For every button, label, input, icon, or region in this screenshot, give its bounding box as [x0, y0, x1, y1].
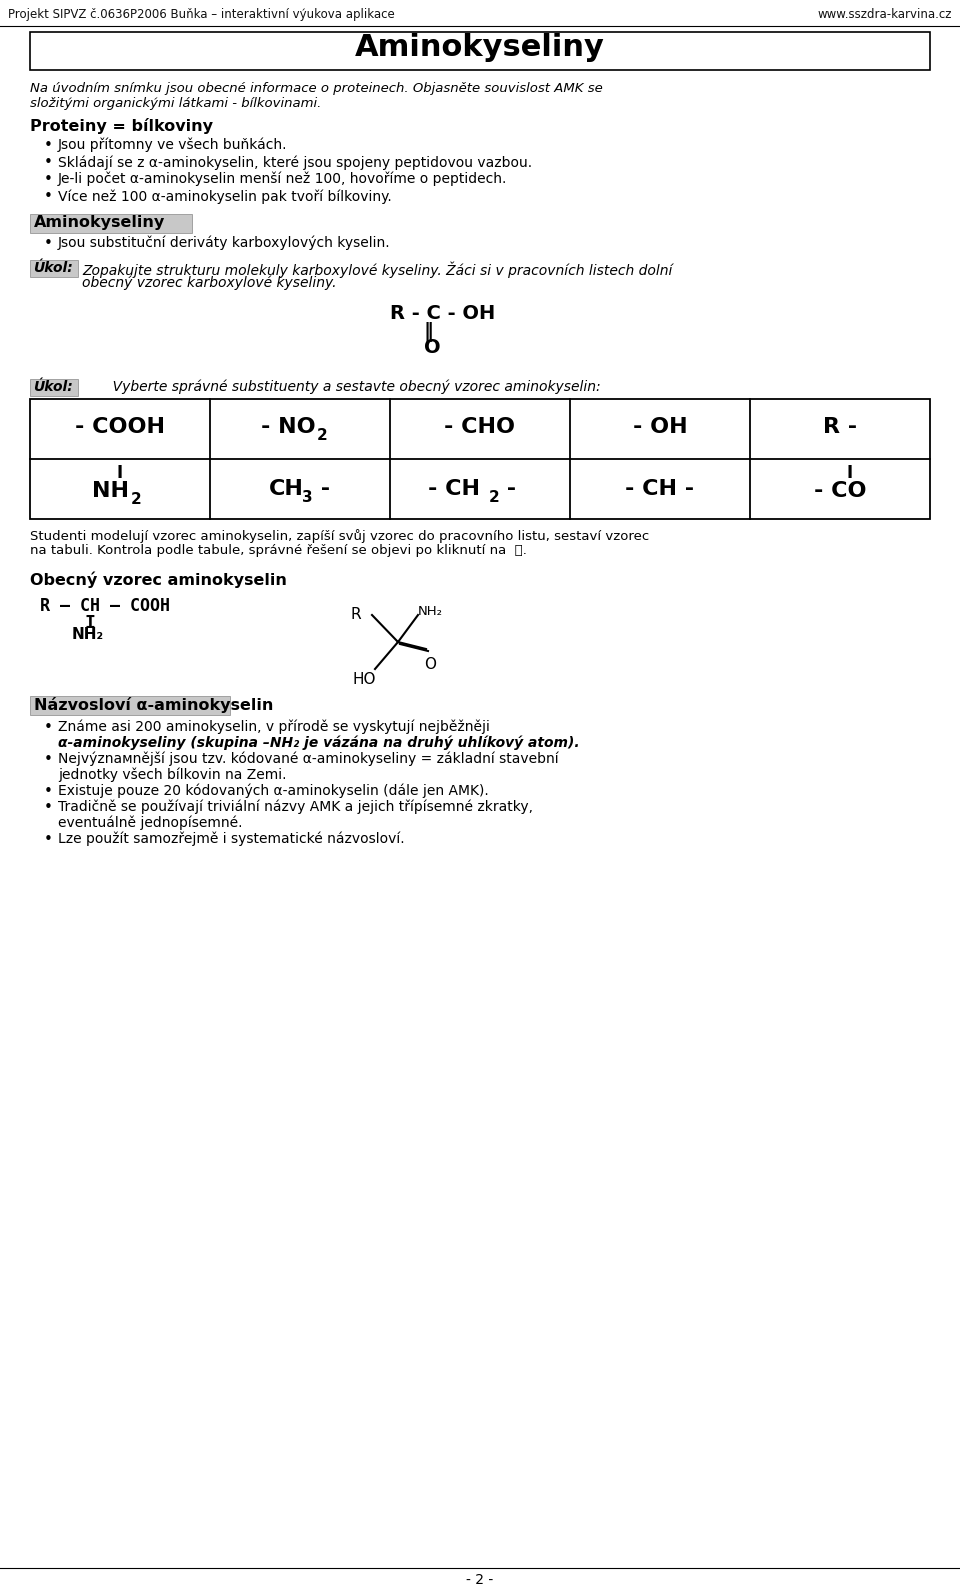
Text: •: • — [44, 720, 53, 735]
Text: jednotky všech bílkovin na Zemi.: jednotky všech bílkovin na Zemi. — [58, 767, 286, 781]
Text: Jsou přítomny ve všech buňkách.: Jsou přítomny ve všech buňkách. — [58, 138, 287, 152]
Text: Více než 100 α-aminokyselin pak tvoří bílkoviny.: Více než 100 α-aminokyselin pak tvoří bí… — [58, 189, 392, 203]
Text: Tradičně se používají triviální názvy AMK a jejich třípísemné zkratky,: Tradičně se používají triviální názvy AM… — [58, 800, 533, 814]
Text: R -: R - — [823, 417, 857, 436]
Text: Vyberte správné substituenty a sestavte obecný vzorec aminokyselin:: Vyberte správné substituenty a sestavte … — [82, 379, 601, 395]
Text: •: • — [44, 156, 53, 170]
Text: 2: 2 — [317, 427, 327, 443]
Text: Jsou substituční deriváty karboxylových kyselin.: Jsou substituční deriváty karboxylových … — [58, 236, 391, 251]
Text: •: • — [44, 189, 53, 205]
Text: Úkol:: Úkol: — [33, 260, 73, 275]
Text: obecný vzorec karboxylové kyseliny.: obecný vzorec karboxylové kyseliny. — [82, 275, 337, 289]
Text: složitými organickými látkami - bílkovinami.: složitými organickými látkami - bílkovin… — [30, 97, 322, 110]
Text: Proteiny = bílkoviny: Proteiny = bílkoviny — [30, 117, 213, 133]
Bar — [30, 398, 930, 519]
Text: na tabuli. Kontrola podle tabule, správné řešení se objevi po kliknutí na  📋.: na tabuli. Kontrola podle tabule, správn… — [30, 544, 527, 557]
Text: Názvosloví α-aminokyselin: Názvosloví α-aminokyselin — [34, 697, 274, 713]
Text: 2: 2 — [131, 492, 141, 506]
Text: NH: NH — [91, 481, 129, 501]
Text: R - C - OH: R - C - OH — [390, 305, 495, 324]
Text: Úkol:: Úkol: — [33, 379, 73, 394]
Text: -: - — [313, 479, 330, 498]
Bar — [30, 697, 230, 716]
Text: Aminokyseliny: Aminokyseliny — [34, 214, 165, 230]
Text: Existuje pouze 20 kódovaných α-aminokyselin (dále jen AMK).: Existuje pouze 20 kódovaných α-aminokyse… — [58, 784, 489, 798]
Text: Obecný vzorec aminokyselin: Obecný vzorec aminokyselin — [30, 571, 287, 587]
Text: Známe asi 200 aminokyselin, v přírodě se vyskytují nejběžněji: Známe asi 200 aminokyselin, v přírodě se… — [58, 720, 490, 735]
Text: •: • — [44, 171, 53, 187]
Text: Lze použít samozřejmě i systematické názvosloví.: Lze použít samozřejmě i systematické náz… — [58, 832, 404, 846]
Text: ‖: ‖ — [424, 322, 434, 343]
Text: NH₂: NH₂ — [72, 627, 104, 643]
Bar — [30, 214, 192, 233]
Text: Projekt SIPVZ č.0636P2006 Buňka – interaktivní výukova aplikace: Projekt SIPVZ č.0636P2006 Buňka – intera… — [8, 8, 395, 21]
Text: O: O — [424, 657, 436, 671]
Text: NH₂: NH₂ — [418, 605, 443, 617]
Text: I: I — [847, 463, 853, 482]
Text: - CH: - CH — [428, 479, 480, 498]
Text: 2: 2 — [489, 489, 499, 505]
Text: Nejvýznамnější jsou tzv. kódované α-aminokyseliny = základní stavební: Nejvýznамnější jsou tzv. kódované α-amin… — [58, 752, 559, 767]
Bar — [30, 32, 930, 70]
Text: - NO: - NO — [261, 417, 315, 436]
Text: •: • — [44, 800, 53, 816]
Text: - COOH: - COOH — [75, 417, 165, 436]
Text: - CHO: - CHO — [444, 417, 516, 436]
Text: Je-li počet α-aminokyselin menší než 100, hovoříme o peptidech.: Je-li počet α-aminokyselin menší než 100… — [58, 171, 508, 187]
Text: www.sszdra-karvina.cz: www.sszdra-karvina.cz — [818, 8, 952, 21]
Text: Skládají se z α-aminokyselin, které jsou spojeny peptidovou vazbou.: Skládají se z α-aminokyselin, které jsou… — [58, 156, 532, 170]
Text: Aminokyseliny: Aminokyseliny — [355, 33, 605, 62]
Text: •: • — [44, 832, 53, 847]
Text: - OH: - OH — [633, 417, 687, 436]
Bar — [30, 379, 78, 397]
Text: 3: 3 — [301, 489, 312, 505]
Text: CH: CH — [269, 479, 303, 498]
Text: - CH -: - CH - — [625, 479, 695, 498]
Text: •: • — [44, 784, 53, 798]
Text: O: O — [424, 338, 441, 357]
Text: I: I — [85, 614, 96, 632]
Text: R: R — [350, 606, 361, 622]
Text: Na úvodním snímku jsou obecné informace o proteinech. Objasněte souvislost AMK s: Na úvodním snímku jsou obecné informace … — [30, 83, 603, 95]
Text: Studenti modelují vzorec aminokyselin, zapíší svůj vzorec do pracovního listu, s: Studenti modelují vzorec aminokyselin, z… — [30, 528, 649, 543]
Text: HO: HO — [352, 671, 375, 687]
Bar — [30, 260, 78, 278]
Text: •: • — [44, 752, 53, 767]
Text: -: - — [499, 479, 516, 498]
Text: - 2 -: - 2 - — [467, 1573, 493, 1587]
Text: R – CH – COOH: R – CH – COOH — [40, 597, 170, 616]
Text: Zopakujte strukturu molekuly karboxylové kyseliny. Žáci si v pracovních listech : Zopakujte strukturu molekuly karboxylové… — [82, 260, 672, 278]
Text: - CO: - CO — [814, 481, 866, 501]
Text: •: • — [44, 236, 53, 251]
Text: eventuálně jednopísemné.: eventuálně jednopísemné. — [58, 816, 243, 830]
Text: I: I — [117, 463, 123, 482]
Text: •: • — [44, 138, 53, 152]
Text: α-aminokyseliny (skupina –NH₂ je vázána na druhý uhlíkový atom).: α-aminokyseliny (skupina –NH₂ je vázána … — [58, 735, 580, 749]
